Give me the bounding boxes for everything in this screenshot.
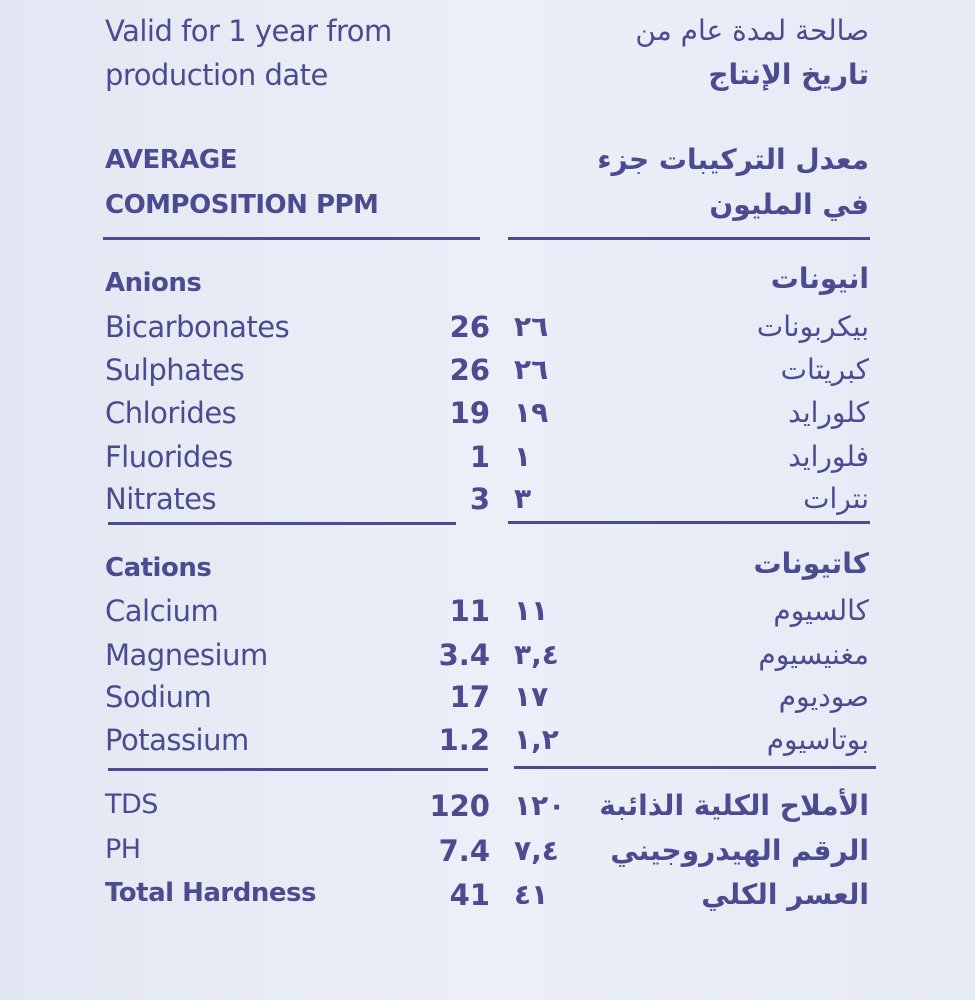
row-value: 3.4 [438,638,490,672]
row-value-ar: ٧,٤ [514,834,559,867]
row-label-en: Potassium [105,723,249,757]
row-value: 7.4 [438,834,490,868]
row-label-en: Fluorides [105,440,233,474]
row-label-en: Nitrates [105,482,217,516]
cations-ar-title: كاتيونات [753,547,869,580]
validity-ar-line2: تاريخ الإنتاج [708,58,869,91]
table-row: Nitrates 3 ٣ نترات [0,482,975,522]
table-row: Total Hardness 41 ٤١ العسر الكلي [0,878,975,918]
table-row: Calcium 11 ١١ كالسيوم [0,594,975,634]
row-label-en: Magnesium [105,638,268,672]
divider-en [108,768,488,771]
row-value: 1.2 [438,723,490,757]
divider-ar [514,766,876,769]
row-value-ar: ١١ [514,594,549,627]
row-value: 3 [469,482,490,516]
row-label-ar: بيكربونات [756,310,869,343]
row-value: 26 [449,310,490,344]
row-label-ar: مغنيسيوم [758,638,869,671]
row-label-ar: بوتاسيوم [766,723,869,756]
table-row: Bicarbonates 26 ٢٦ بيكربونات [0,310,975,350]
row-label-ar: كبريتات [780,353,869,386]
table-row: Sulphates 26 ٢٦ كبريتات [0,353,975,393]
row-label-ar: العسر الكلي [701,878,869,911]
row-value-ar: ١٧ [514,680,549,713]
cations-en-title: Cations [105,553,212,583]
table-row: Potassium 1.2 ١,٢ بوتاسيوم [0,723,975,763]
row-value-ar: ١٢٠ [514,789,566,822]
row-value-ar: ٢٦ [514,353,549,386]
validity-ar-line1: صالحة لمدة عام من [635,14,869,47]
row-label-ar: كلورايد [788,396,869,429]
row-label-en: PH [105,834,141,865]
row-value-ar: ١ [514,440,532,473]
row-value: 26 [449,353,490,387]
row-value-ar: ١٩ [514,396,549,429]
validity-en-line2: production date [105,58,328,92]
row-label-en: Sulphates [105,353,245,387]
row-label-ar: الأملاح الكلية الذائبة [599,789,869,822]
row-label-en: TDS [105,789,158,820]
table-row: Chlorides 19 ١٩ كلورايد [0,396,975,436]
table-row: Magnesium 3.4 ٣,٤ مغنيسيوم [0,638,975,678]
table-row: PH 7.4 ٧,٤ الرقم الهيدروجيني [0,834,975,874]
row-label-en: Chlorides [105,396,237,430]
divider-en [108,522,456,525]
row-value: 17 [449,680,490,714]
heading-en-line2: COMPOSITION PPM [105,190,379,220]
divider-ar [508,237,870,240]
row-label-ar: نترات [803,482,869,515]
row-value: 41 [449,878,490,912]
row-value: 11 [449,594,490,628]
row-label-en: Calcium [105,594,219,628]
row-label-ar: الرقم الهيدروجيني [610,834,869,867]
table-row: Sodium 17 ١٧ صوديوم [0,680,975,720]
divider-ar [508,521,870,524]
row-value: 19 [449,396,490,430]
row-label-en: Bicarbonates [105,310,290,344]
row-value-ar: ٣,٤ [514,638,559,671]
validity-en-line1: Valid for 1 year from [105,14,392,48]
row-value-ar: ٣ [514,482,532,515]
anions-en-title: Anions [105,268,202,298]
row-value: 120 [429,789,490,823]
row-label-ar: فلورايد [788,440,869,473]
table-row: TDS 120 ١٢٠ الأملاح الكلية الذائبة [0,789,975,829]
row-value-ar: ٢٦ [514,310,549,343]
row-label-en: Sodium [105,680,212,714]
anions-ar-title: انيونات [770,262,869,295]
row-value-ar: ٤١ [514,878,549,911]
row-label-ar: صوديوم [778,680,869,713]
divider-en [103,237,480,240]
row-value-ar: ١,٢ [514,723,559,756]
row-value: 1 [469,440,490,474]
heading-ar-line1: معدل التركيبات جزء [597,143,869,176]
row-label-en: Total Hardness [105,878,316,908]
heading-ar-line2: في المليون [709,188,869,221]
table-row: Fluorides 1 ١ فلورايد [0,440,975,480]
row-label-ar: كالسيوم [773,594,869,627]
heading-en-line1: AVERAGE [105,145,237,175]
